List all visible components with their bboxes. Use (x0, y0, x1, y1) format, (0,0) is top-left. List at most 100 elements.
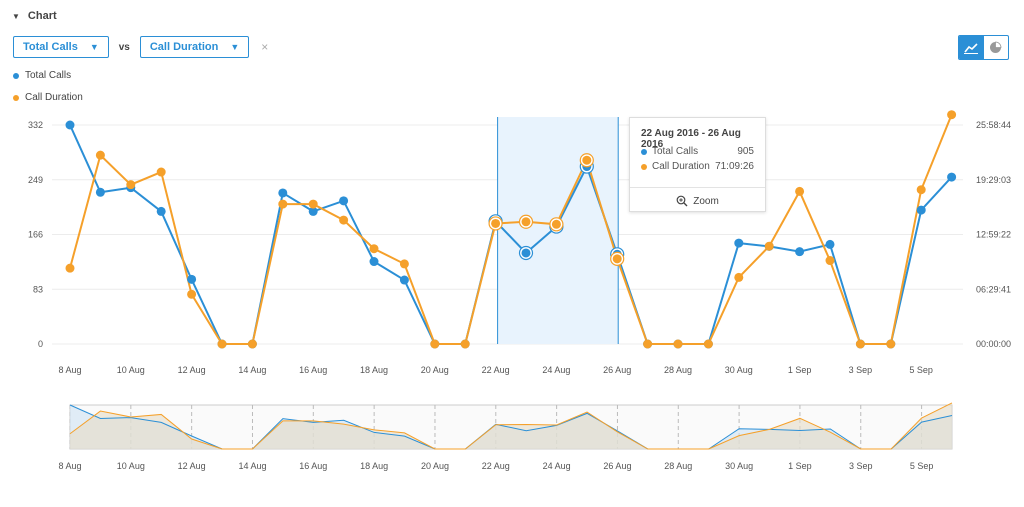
navigator-tick-label: 5 Sep (910, 461, 934, 471)
y-right-tick-label: 06:29:41 (976, 284, 1011, 294)
data-point-call-duration (460, 339, 470, 349)
data-point-call-duration (855, 339, 865, 349)
navigator-tick-label: 24 Aug (543, 461, 571, 471)
zoom-in-icon (676, 195, 688, 207)
x-tick-label: 18 Aug (360, 365, 388, 375)
data-point-call-duration (551, 219, 561, 229)
navigator-tick-label: 14 Aug (238, 461, 266, 471)
data-point-call-duration (156, 167, 166, 177)
tooltip-title: 22 Aug 2016 - 26 Aug 2016 (641, 128, 741, 150)
chart-tooltip: 22 Aug 2016 - 26 Aug 2016 Total Calls 90… (629, 117, 766, 212)
legend-item-call-duration[interactable]: Call Duration (13, 92, 83, 103)
navigator-tick-label: 18 Aug (360, 461, 388, 471)
navigator-tick-label: 3 Sep (849, 461, 873, 471)
data-point-total-calls (187, 274, 197, 284)
data-point-call-duration (339, 215, 349, 225)
data-point-total-calls (95, 187, 105, 197)
data-point-call-duration (734, 272, 744, 282)
zoom-button[interactable]: Zoom (630, 187, 765, 214)
data-point-call-duration (916, 185, 926, 195)
data-point-call-duration (247, 339, 257, 349)
y-left-tick-label: 83 (33, 284, 43, 294)
data-point-total-calls (916, 205, 926, 215)
y-left-tick-label: 332 (28, 120, 43, 130)
y-right-tick-label: 12:59:22 (976, 230, 1011, 240)
x-tick-label: 30 Aug (725, 365, 753, 375)
metric-b-label: Call Duration (149, 41, 219, 53)
data-point-call-duration (582, 155, 592, 165)
data-point-total-calls (521, 248, 531, 258)
x-tick-label: 3 Sep (849, 365, 873, 375)
x-tick-label: 8 Aug (58, 365, 81, 375)
data-point-call-duration (795, 186, 805, 196)
data-point-call-duration (886, 339, 896, 349)
pie-chart-icon (990, 41, 1002, 53)
y-left-tick-label: 166 (28, 230, 43, 240)
pie-chart-button[interactable] (984, 36, 1009, 59)
line-chart-button[interactable] (959, 36, 984, 59)
metric-controls: Total Calls ▼ vs Call Duration ▼ × (13, 36, 268, 58)
metric-a-select[interactable]: Total Calls ▼ (13, 36, 109, 58)
data-point-total-calls (278, 188, 288, 198)
data-point-call-duration (825, 256, 835, 266)
data-point-total-calls (795, 247, 805, 257)
navigator-tick-label: 10 Aug (117, 461, 145, 471)
zoom-label: Zoom (693, 195, 719, 207)
data-point-call-duration (947, 110, 957, 120)
tooltip-row-total-calls: Total Calls 905 (630, 144, 765, 159)
legend-dot (13, 94, 19, 101)
tooltip-row-call-duration: Call Duration 71:09:26 (630, 159, 765, 174)
legend-label: Total Calls (25, 70, 72, 81)
data-point-call-duration (612, 254, 622, 264)
data-point-call-duration (308, 199, 318, 209)
data-point-call-duration (491, 218, 501, 228)
dropdown-arrow-icon: ▼ (230, 42, 240, 52)
data-point-call-duration (399, 259, 409, 269)
data-point-call-duration (430, 339, 440, 349)
data-point-call-duration (217, 339, 227, 349)
x-tick-label: 28 Aug (664, 365, 692, 375)
data-point-total-calls (369, 257, 379, 267)
chart-type-toggle (958, 35, 1009, 60)
y-right-tick-label: 19:29:03 (976, 175, 1011, 185)
tooltip-dot (641, 163, 647, 170)
x-tick-label: 12 Aug (178, 365, 206, 375)
data-point-call-duration (764, 241, 774, 251)
legend-item-total-calls[interactable]: Total Calls (13, 70, 83, 81)
tooltip-row-name: Call Duration (652, 161, 710, 172)
x-tick-label: 10 Aug (117, 365, 145, 375)
x-tick-label: 20 Aug (421, 365, 449, 375)
tooltip-dot (641, 148, 647, 155)
clear-comparison-button[interactable]: × (261, 40, 269, 54)
navigator-area-call-duration (70, 402, 952, 449)
collapse-caret-icon[interactable]: ▼ (12, 11, 20, 21)
y-right-tick-label: 00:00:00 (976, 339, 1011, 349)
navigator-tick-label: 1 Sep (788, 461, 812, 471)
x-tick-label: 16 Aug (299, 365, 327, 375)
data-point-call-duration (673, 339, 683, 349)
y-right-tick-label: 25:58:44 (976, 120, 1011, 130)
line-chart-icon (964, 42, 979, 54)
metric-b-select[interactable]: Call Duration ▼ (139, 36, 250, 58)
chart-section-header[interactable]: ▼ Chart (12, 10, 57, 22)
data-point-call-duration (521, 217, 531, 227)
navigator-tick-label: 22 Aug (482, 461, 510, 471)
navigator-tick-label: 26 Aug (603, 461, 631, 471)
data-point-total-calls (825, 239, 835, 249)
legend-label: Call Duration (25, 92, 83, 103)
chart-legend: Total Calls Call Duration (13, 70, 83, 114)
navigator-tick-label: 28 Aug (664, 461, 692, 471)
data-point-call-duration (187, 289, 197, 299)
legend-dot (13, 72, 19, 79)
data-point-total-calls (308, 206, 318, 216)
tooltip-row-name: Total Calls (652, 146, 699, 157)
data-point-call-duration (278, 199, 288, 209)
data-point-total-calls (156, 206, 166, 216)
x-tick-label: 26 Aug (603, 365, 631, 375)
navigator-line-call-duration (69, 402, 953, 450)
navigator-tick-label: 12 Aug (178, 461, 206, 471)
x-tick-label: 22 Aug (482, 365, 510, 375)
y-left-tick-label: 249 (28, 175, 43, 185)
data-point-call-duration (703, 339, 713, 349)
